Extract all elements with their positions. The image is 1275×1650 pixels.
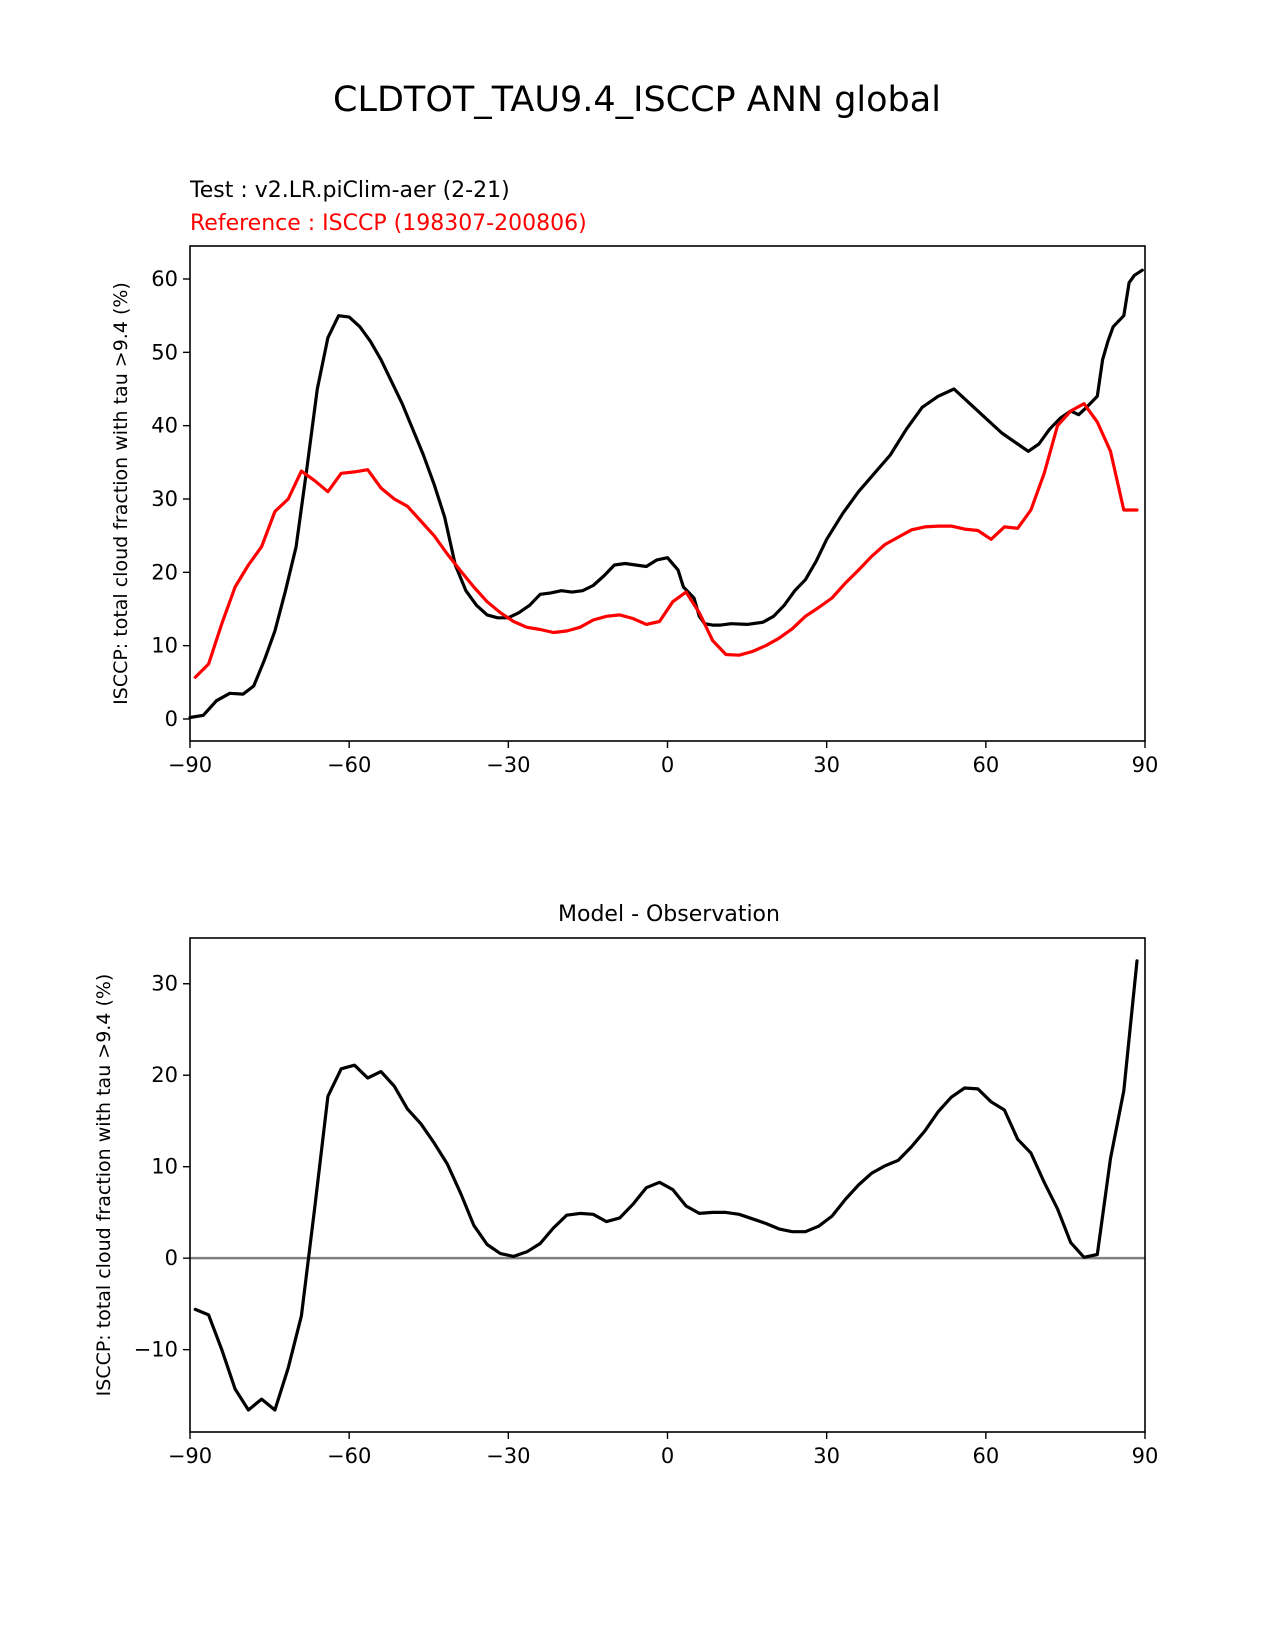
top-panel: Test : v2.LR.piClim-aer (2-21) Reference… [110, 178, 1158, 777]
y-tick-label: 0 [165, 707, 178, 731]
y-tick-label: 50 [151, 340, 178, 364]
y-tick-label: 20 [151, 1063, 178, 1087]
x-tick-label: −30 [486, 1444, 530, 1468]
series-line-test [188, 268, 1144, 720]
test-legend-label: Test : v2.LR.piClim-aer (2-21) [189, 178, 510, 203]
x-tick-label: 30 [813, 753, 840, 777]
x-tick-label: 60 [972, 1444, 999, 1468]
x-tick-label: −60 [327, 753, 371, 777]
x-tick-label: −90 [168, 753, 212, 777]
y-tick-label: 10 [151, 1155, 178, 1179]
y-tick-label: 30 [151, 487, 178, 511]
figure-title: CLDTOT_TAU9.4_ISCCP ANN global [333, 80, 941, 120]
x-tick-label: −60 [327, 1444, 371, 1468]
reference-legend-label: Reference : ISCCP (198307-200806) [190, 211, 587, 236]
y-tick-label: 30 [151, 972, 178, 996]
x-tick-label: 0 [661, 753, 674, 777]
x-tick-label: 60 [972, 753, 999, 777]
y-tick-label: 0 [165, 1246, 178, 1270]
y-tick-label: 10 [151, 634, 178, 658]
series-line-reference [193, 402, 1139, 679]
x-tick-label: −30 [486, 753, 530, 777]
y-axis-label: ISCCP: total cloud fraction with tau >9.… [93, 974, 115, 1397]
y-tick-label: 60 [151, 267, 178, 291]
y-axis-label: ISCCP: total cloud fraction with tau >9.… [110, 282, 132, 705]
x-tick-label: 90 [1132, 753, 1159, 777]
bottom-panel: Model - Observation −90 −60 −30 0 30 60 90 −10 0… [93, 902, 1158, 1468]
y-tick-label: 20 [151, 560, 178, 584]
series-line-difference [193, 959, 1139, 1412]
x-tick-label: 90 [1132, 1444, 1159, 1468]
difference-panel-title: Model - Observation [558, 902, 780, 927]
x-tick-label: 30 [813, 1444, 840, 1468]
x-tick-label: −90 [168, 1444, 212, 1468]
bottom-panel-plot: −90 −60 −30 0 30 60 90 −10 0 10 20 30 ISCCP: total c… [93, 937, 1159, 1468]
y-tick-label: −10 [134, 1338, 178, 1362]
x-tick-label: 0 [661, 1444, 674, 1468]
y-tick-label: 40 [151, 414, 178, 438]
top-panel-plot: −90 −60 −30 0 30 60 90 0 10 20 30 40 50 60 ISCCP: tota… [110, 245, 1159, 777]
